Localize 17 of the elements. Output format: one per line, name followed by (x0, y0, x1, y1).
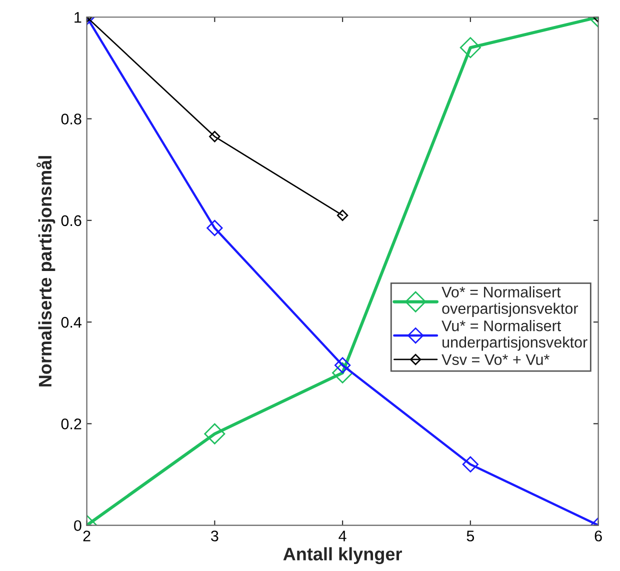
x-tick-label: 5 (466, 530, 474, 542)
x-tick-label: 3 (211, 530, 218, 542)
legend-label: Vu* = Normalisert underpartisjonsvektor (442, 320, 588, 351)
x-tick-label: 6 (594, 530, 602, 542)
legend-label: Vo* = Normalisert overpartisjonsvektor (442, 286, 578, 317)
x-tick-label: 2 (83, 530, 90, 542)
x-tick-label: 4 (338, 530, 346, 542)
y-tick-label: 0.2 (61, 418, 82, 430)
y-tick-label: 0.4 (61, 316, 82, 328)
x-axis-title: Antall klynger (283, 547, 402, 564)
legend-label: Vsv = Vo* + Vu* (442, 354, 550, 365)
y-axis-title: Normaliserte partisjonsmål (36, 156, 56, 386)
y-tick-label: 0.6 (61, 215, 82, 226)
y-tick-label: 0 (74, 520, 82, 532)
y-tick-label: 1 (74, 12, 82, 23)
y-tick-label: 0.8 (61, 114, 82, 124)
line-series (86, 17, 598, 526)
